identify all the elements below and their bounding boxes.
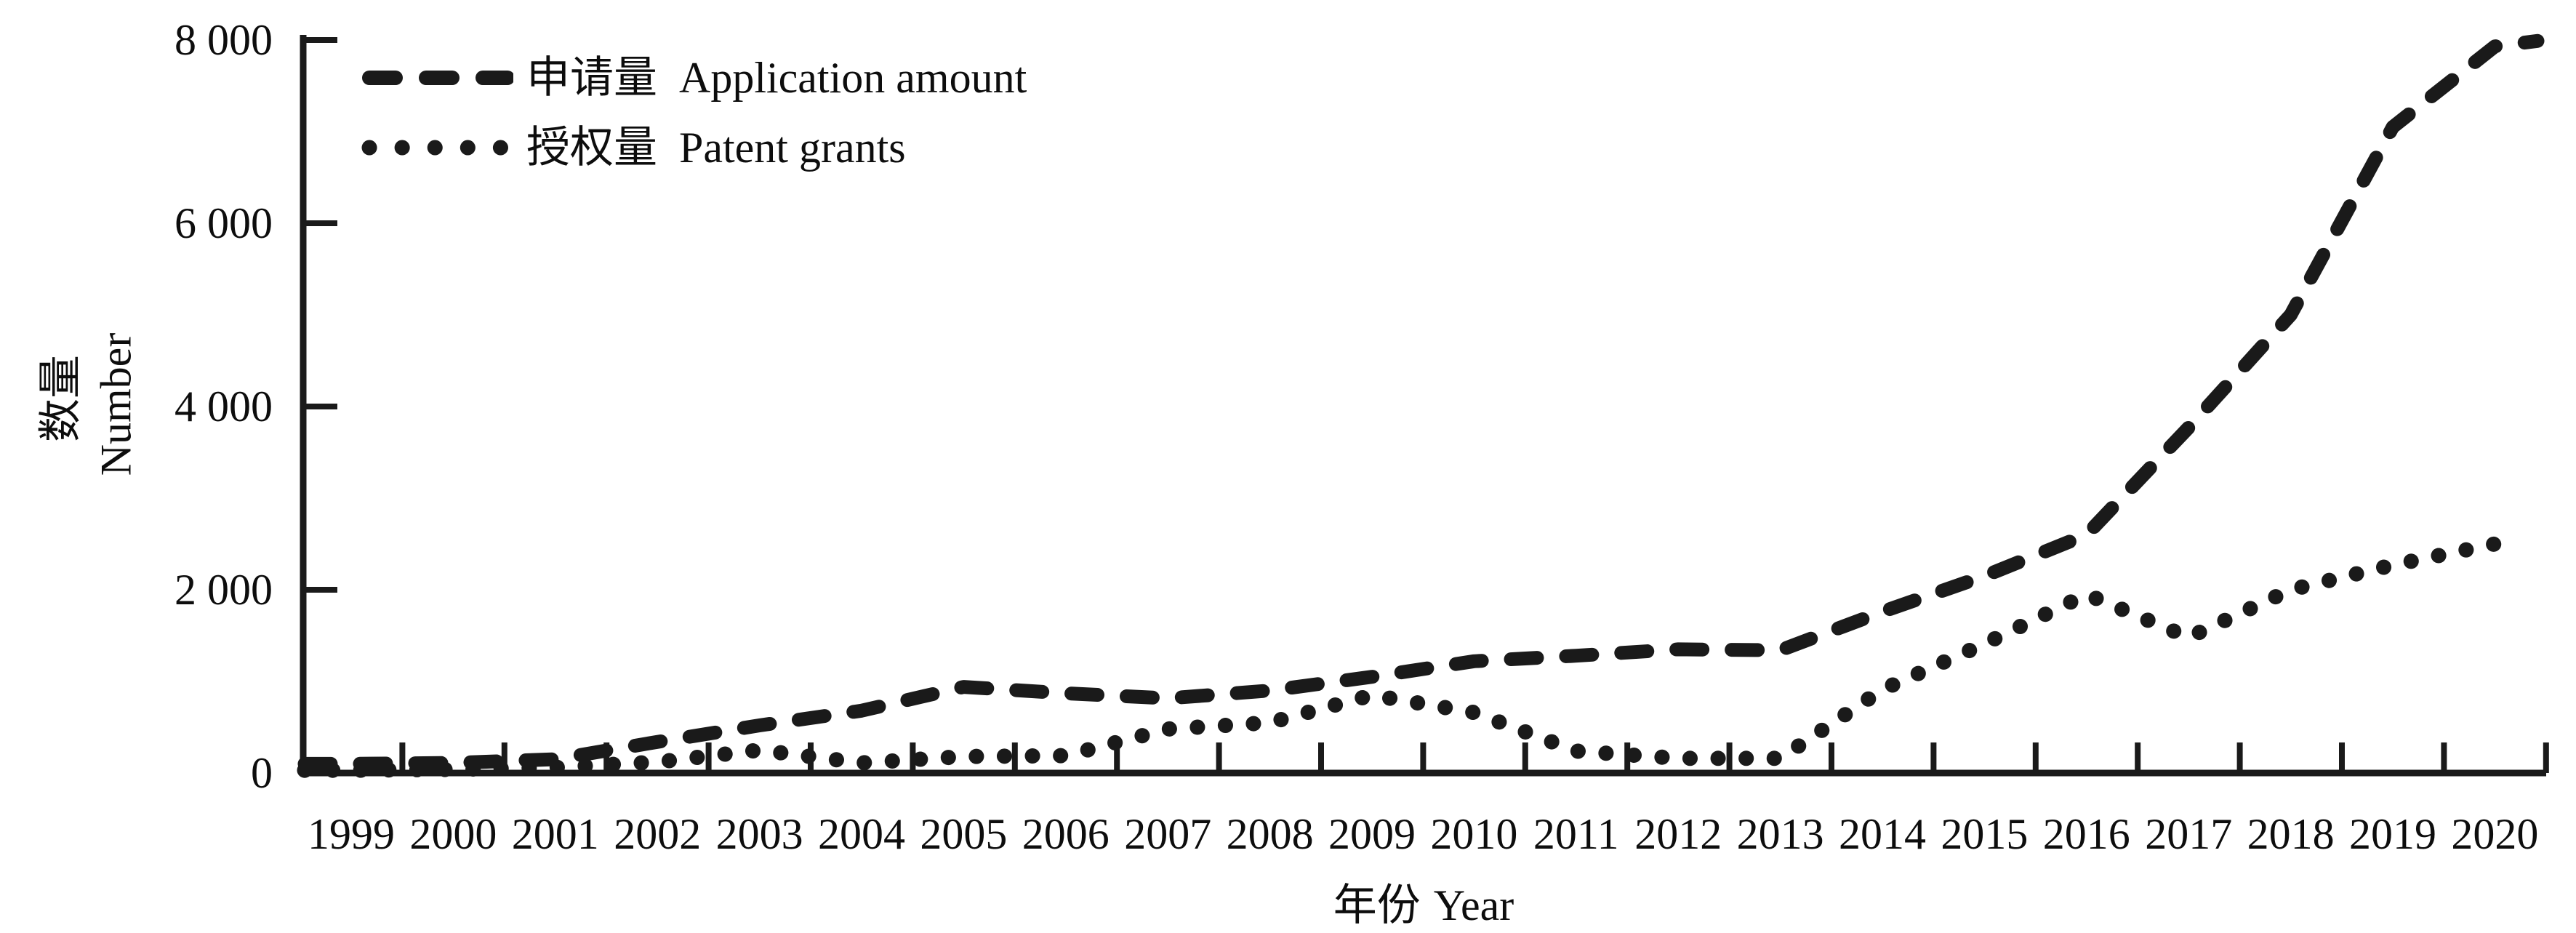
dotted-line-icon: [361, 140, 513, 156]
legend-label-application: 申请量 Application amount: [526, 54, 1027, 102]
y-tick-label: 0: [251, 749, 273, 797]
x-tick-label: 2015: [1941, 810, 2029, 858]
x-tick-label: 2006: [1022, 810, 1110, 858]
legend-item-application: 申请量 Application amount: [361, 43, 1027, 113]
legend-label-grants-zh: 授权量: [526, 124, 657, 172]
legend-label-application-en: Application amount: [679, 54, 1027, 102]
x-tick-label: 2014: [1839, 810, 1926, 858]
application-amount-line: [297, 33, 2545, 771]
x-tick-label: 2004: [818, 810, 905, 858]
y-tick-label: 4 000: [174, 383, 273, 431]
y-axis-title-zh: 数量: [36, 355, 85, 442]
x-tick-label: 2019: [2349, 810, 2436, 858]
legend-label-grants: 授权量 Patent grants: [526, 124, 906, 172]
y-tick-label: 2 000: [174, 566, 273, 614]
x-axis-title-zh: 年份: [1333, 881, 1421, 929]
legend: 申请量 Application amount 授权量 Patent grants: [361, 43, 1027, 183]
legend-item-grants: 授权量 Patent grants: [361, 113, 1027, 183]
y-tick-label: 8 000: [174, 16, 273, 64]
y-axis-title-en: Number: [92, 332, 140, 476]
x-tick-label: 2000: [409, 810, 497, 858]
x-axis-title: 年份 Year: [1060, 870, 1787, 933]
patent-grants-line: [297, 536, 2503, 778]
x-tick-label: 2002: [614, 810, 702, 858]
x-tick-label: 2012: [1634, 810, 1722, 858]
dashed-line-icon: [362, 71, 513, 85]
x-tick-label: 2011: [1533, 810, 1619, 858]
legend-label-application-zh: 申请量: [526, 54, 657, 102]
x-tick-label: 2008: [1226, 810, 1314, 858]
x-tick-label: 2001: [511, 810, 599, 858]
x-tick-label: 2016: [2042, 810, 2130, 858]
x-tick-label: 2003: [715, 810, 803, 858]
y-tick-label: 6 000: [174, 199, 273, 247]
x-tick-label: 2009: [1328, 810, 1416, 858]
legend-label-grants-en: Patent grants: [679, 124, 906, 172]
x-tick-label: 2017: [2145, 810, 2233, 858]
x-tick-label: 2007: [1124, 810, 1212, 858]
x-axis-title-en: Year: [1433, 881, 1514, 929]
x-tick-label: 2020: [2451, 810, 2539, 858]
x-tick-label: 2018: [2247, 810, 2335, 858]
x-tick-label: 2005: [920, 810, 1008, 858]
x-tick-label: 2010: [1430, 810, 1518, 858]
x-tick-label: 2013: [1736, 810, 1824, 858]
x-tick-label: 1999: [308, 810, 395, 858]
